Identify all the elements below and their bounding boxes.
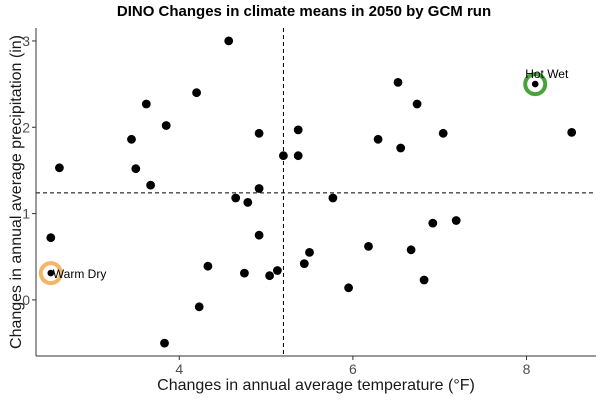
y-tick-label: 0 xyxy=(22,292,30,308)
data-point xyxy=(293,125,303,135)
data-point xyxy=(243,198,253,207)
x-axis-ticks: 4 6 8 xyxy=(175,356,531,377)
highlight-label-hot-wet: Hot Wet xyxy=(525,67,569,81)
data-point xyxy=(364,242,373,251)
data-point xyxy=(438,128,448,138)
data-point xyxy=(254,128,264,138)
data-point xyxy=(160,338,169,348)
data-point xyxy=(203,261,213,271)
data-point xyxy=(273,266,282,275)
y-tick-label: 1 xyxy=(22,206,30,222)
data-point xyxy=(146,180,156,190)
data-point xyxy=(141,99,151,109)
data-point xyxy=(254,184,264,193)
data-point xyxy=(55,163,64,173)
x-axis-title: Changes in annual average temperature (°… xyxy=(157,377,475,394)
highlight-ring-hot-wet xyxy=(523,72,548,97)
y-axis-title: Changes in annual average precipitation … xyxy=(8,35,25,349)
data-point xyxy=(224,36,234,46)
data-point xyxy=(240,268,249,278)
highlight-point-warm-dry xyxy=(47,269,55,277)
data-point xyxy=(451,216,461,225)
data-point xyxy=(265,271,274,281)
chart-title: DINO Changes in climate means in 2050 by… xyxy=(117,3,491,20)
highlight-label-warm-dry: Warm Dry xyxy=(53,267,107,281)
x-tick-label: 4 xyxy=(175,361,183,377)
y-tick-label: 3 xyxy=(22,33,30,49)
data-point xyxy=(406,245,416,255)
data-point xyxy=(567,127,577,137)
data-point xyxy=(161,121,171,130)
highlight-ring-warm-dry xyxy=(38,261,63,286)
data-point xyxy=(279,151,288,161)
data-point xyxy=(194,302,204,312)
plot-area: Hot Wet Warm Dry xyxy=(36,28,596,356)
highlight-point-hot-wet xyxy=(531,80,539,88)
data-point xyxy=(412,99,422,109)
data-point xyxy=(254,230,264,240)
data-point xyxy=(299,259,309,268)
data-point xyxy=(131,164,141,174)
y-axis-ticks: 0 1 2 3 xyxy=(22,33,36,308)
x-tick-label: 6 xyxy=(349,361,357,377)
data-point xyxy=(396,143,406,153)
data-point xyxy=(293,151,303,161)
data-point xyxy=(46,233,56,243)
data-point xyxy=(192,88,202,98)
data-point xyxy=(127,134,136,144)
data-point xyxy=(393,78,403,87)
data-point xyxy=(305,248,314,257)
data-point xyxy=(428,218,438,228)
data-point xyxy=(328,193,338,203)
data-point xyxy=(419,275,429,285)
data-point xyxy=(231,193,241,203)
y-tick-label: 2 xyxy=(22,119,30,135)
data-point xyxy=(373,134,383,144)
x-tick-label: 8 xyxy=(523,361,531,377)
data-point xyxy=(344,283,353,293)
